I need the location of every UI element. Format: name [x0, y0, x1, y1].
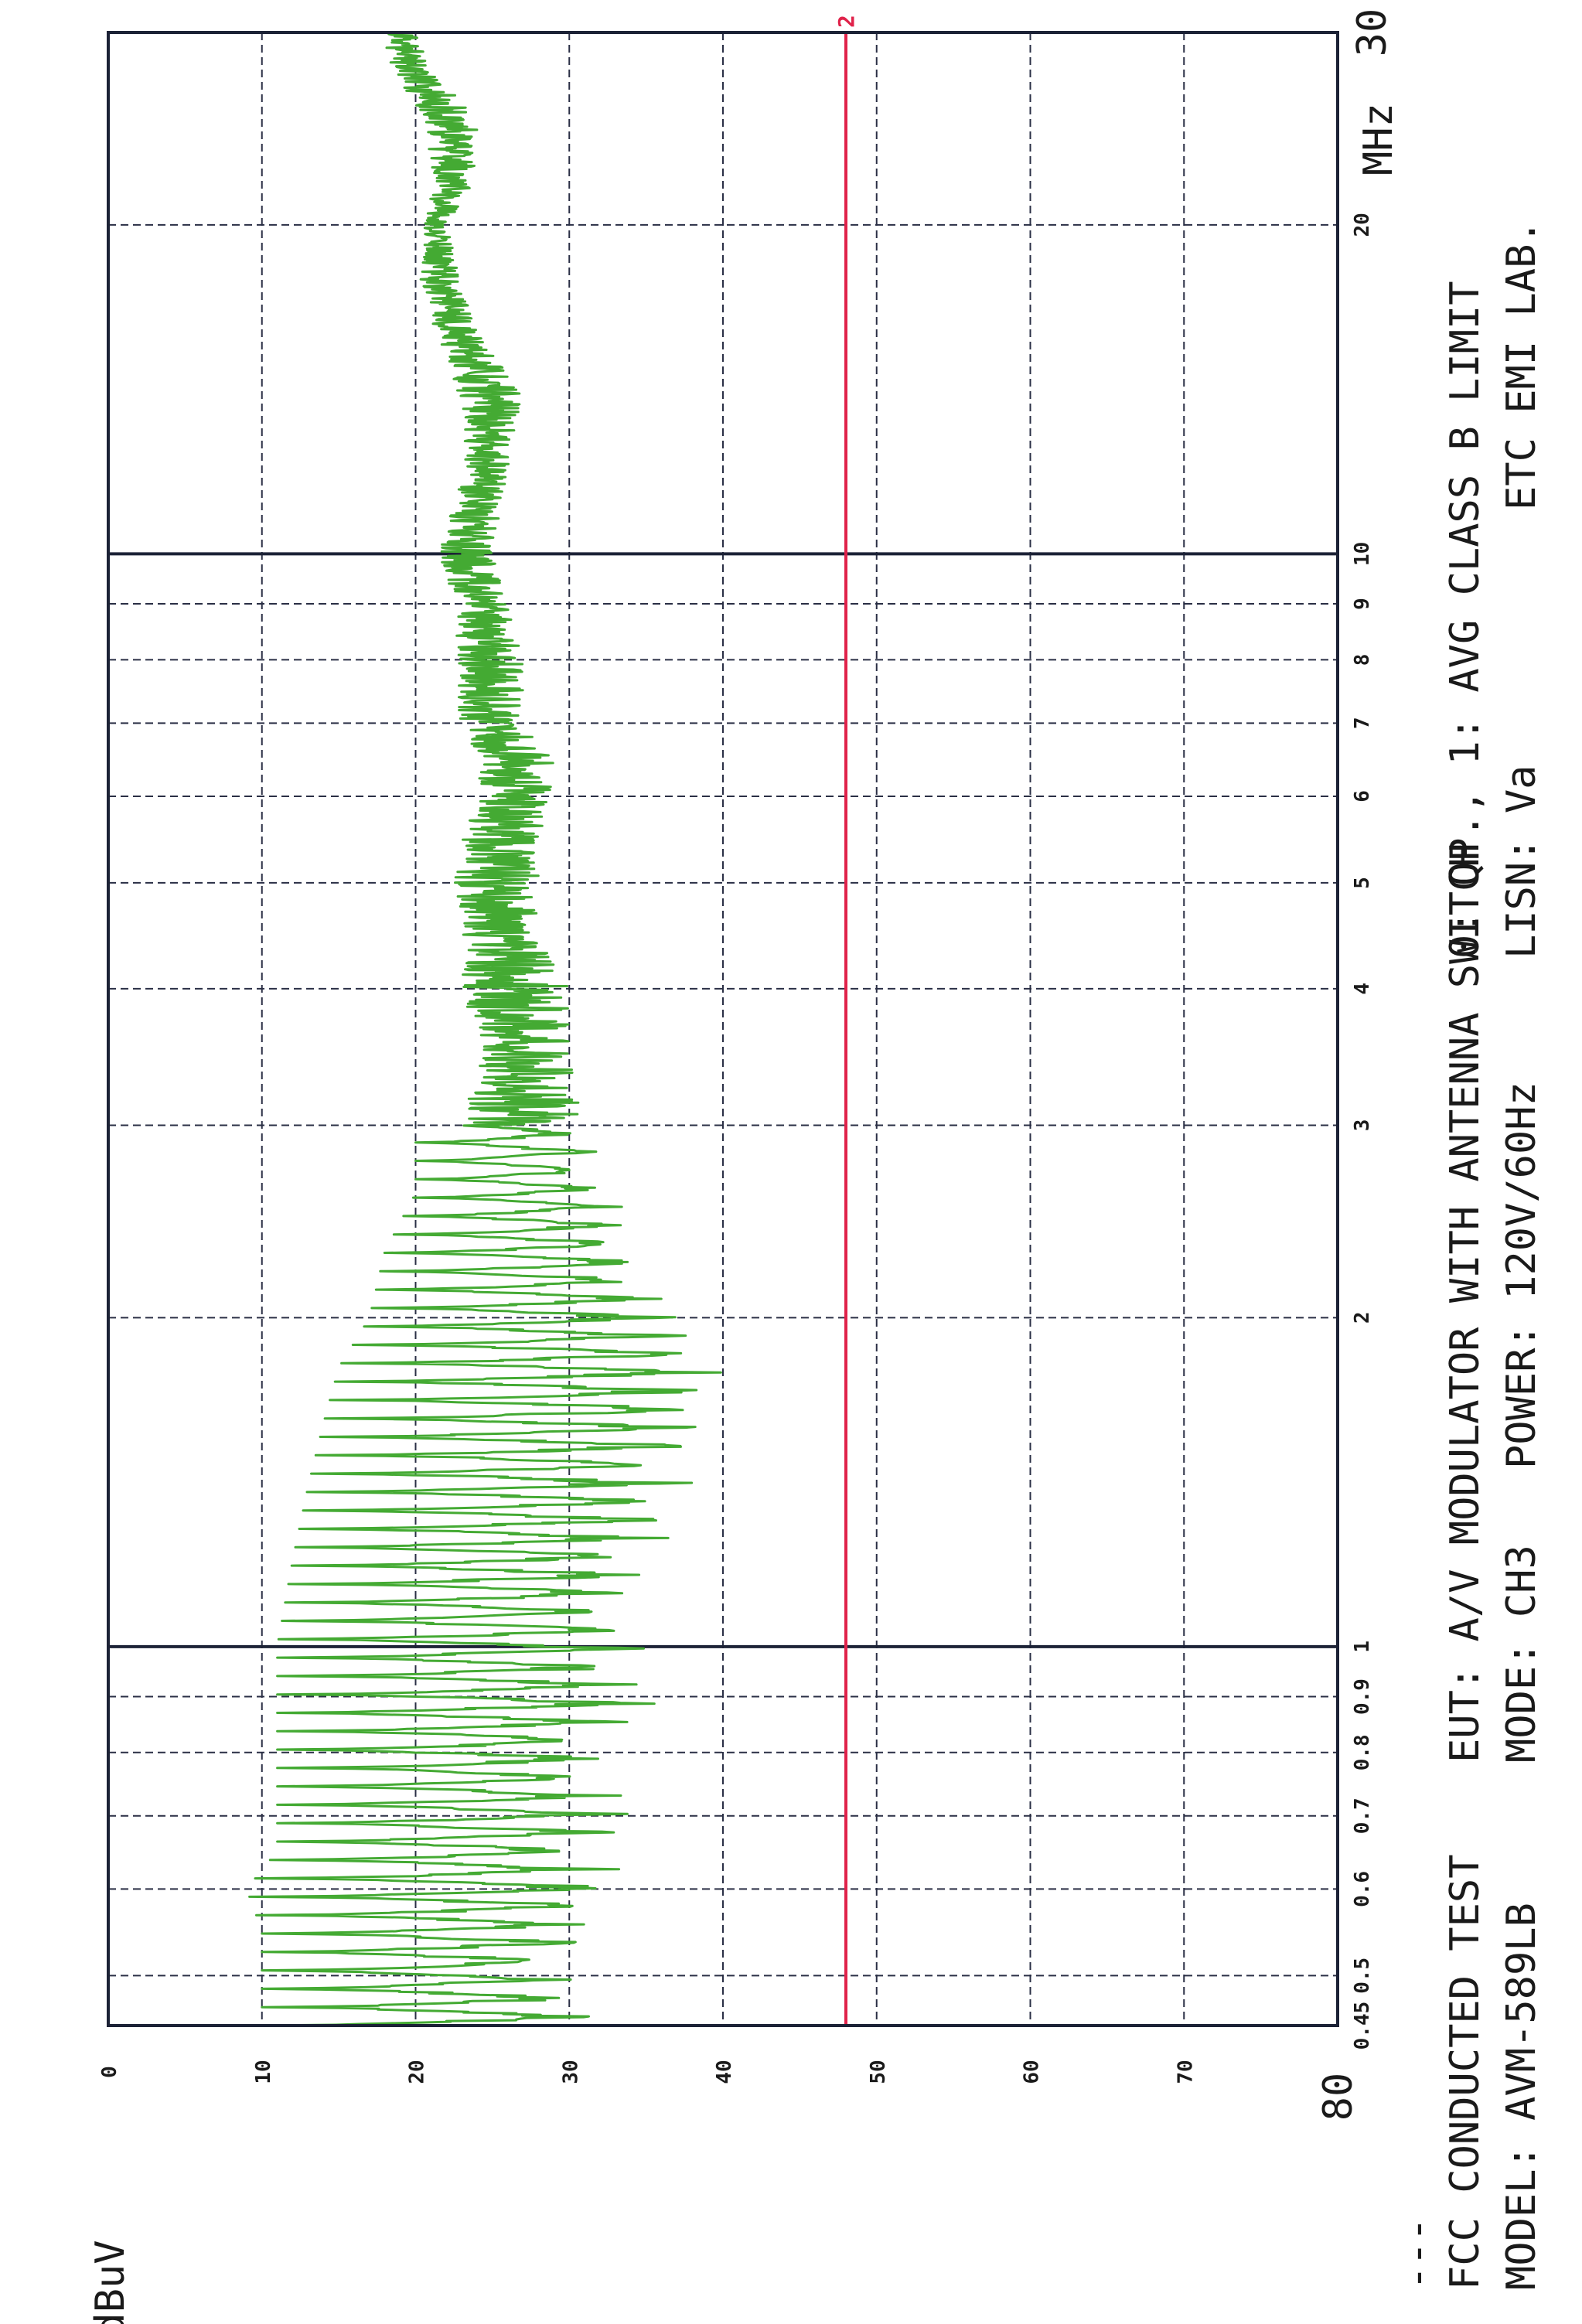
- x-tick-label: 7: [1351, 717, 1374, 730]
- footer-line1-mid: EUT: A/V MODULATOR WITH ANTENNA SWITCH: [1442, 843, 1488, 1763]
- plot-frame: [107, 31, 1339, 2027]
- x-tick-label: 2: [1351, 1312, 1374, 1324]
- y-tick-label: 40: [713, 2060, 736, 2084]
- footer-line2-mid: MODE: CH3: [1498, 1545, 1545, 1763]
- x-tick-label: 10: [1351, 542, 1374, 566]
- trace-line: [248, 31, 722, 2027]
- x-tick-label: 0.9: [1351, 1678, 1374, 1715]
- x-tick-label: 0.5: [1351, 1958, 1374, 1994]
- x-tick-label: 0.45: [1351, 2002, 1374, 2050]
- footer-line2-right2: ETC EMI LAB.: [1498, 220, 1545, 510]
- limit-line-label: 2: [834, 15, 859, 28]
- x-tick-label: 8: [1351, 654, 1374, 666]
- x-tick-label: 0.8: [1351, 1734, 1374, 1770]
- y-tick-label: 20: [406, 2060, 429, 2084]
- limit-layer: 2: [834, 15, 859, 2026]
- x-tick-label: 6: [1351, 790, 1374, 802]
- y-axis-label: dBuV: [87, 2240, 134, 2324]
- y-tick-label: 0: [98, 2066, 121, 2078]
- x-tick-label: 20: [1351, 213, 1374, 237]
- x-tick-label: 0.7: [1351, 1798, 1374, 1834]
- x-tick-label: 5: [1351, 877, 1374, 889]
- footer-line1-right: 0: QP., 1: AVG CLASS B LIMIT: [1442, 281, 1488, 959]
- y-tick-label: 80: [1315, 2073, 1362, 2121]
- trace-layer: [248, 31, 722, 2027]
- x-tick-label: 9: [1351, 598, 1374, 610]
- y-tick-label: 50: [867, 2060, 890, 2084]
- footer-line2-left: MODEL: AVM-589LB: [1498, 1903, 1545, 2290]
- y-tick-label: 30: [559, 2060, 582, 2084]
- tick-layer: 0 10 20 30 40 50 60 70 80 0.45 0.5 0.6 0.7 0.8 0.9 1 2 3 4…: [98, 9, 1396, 2121]
- x-axis-unit: MHz: [1355, 103, 1402, 175]
- footer: FCC CONDUCTED TEST EUT: A/V MODULATOR WI…: [1394, 220, 1545, 2290]
- x-tick-label: 30: [1349, 9, 1396, 57]
- y-tick-label: 60: [1021, 2060, 1044, 2084]
- footer-line2-right1: LISN: Va: [1498, 765, 1545, 959]
- grid-layer: [108, 32, 1338, 2026]
- x-tick-label: 3: [1351, 1119, 1374, 1132]
- x-tick-label: 0.6: [1351, 1871, 1374, 1907]
- x-tick-label: 1: [1351, 1641, 1374, 1653]
- y-tick-label: 70: [1174, 2060, 1197, 2084]
- footer-line1-left: FCC CONDUCTED TEST: [1442, 1854, 1488, 2290]
- y-tick-label: 10: [252, 2060, 275, 2084]
- legend-mark: ---: [1394, 2217, 1441, 2290]
- x-tick-label: 4: [1351, 983, 1374, 995]
- footer-line2-mid2: POWER: 120V/60Hz: [1498, 1082, 1545, 1469]
- plot-area: 2 0 10 20 30 40 50 60 70 80 0.45 0.5 0.6 0.7 0.8 0.9 1 2…: [98, 9, 1396, 2121]
